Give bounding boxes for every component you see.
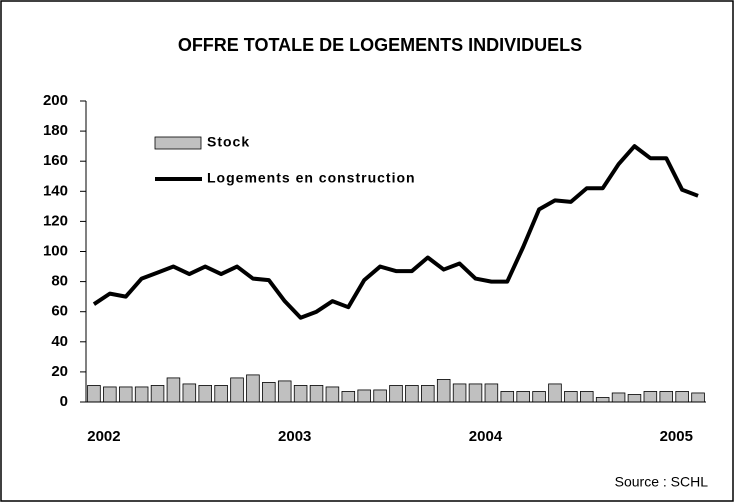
legend-swatch xyxy=(154,136,202,150)
bar xyxy=(611,392,626,403)
bar xyxy=(230,377,244,403)
source: Source : SCHL xyxy=(615,474,709,490)
bar xyxy=(262,382,276,403)
bar xyxy=(214,385,228,403)
bar xyxy=(103,386,117,403)
y-tick-label: 140 xyxy=(43,182,68,199)
y-tick-label: 200 xyxy=(43,92,68,109)
y-tick-label: 40 xyxy=(51,333,68,350)
bar xyxy=(548,383,562,403)
y-tick-label: 20 xyxy=(51,363,68,380)
x-tick-label: 2005 xyxy=(660,428,693,445)
legend-label: Stock xyxy=(207,134,250,150)
bar xyxy=(357,389,371,403)
bar xyxy=(516,391,530,403)
bar xyxy=(118,386,133,403)
bar xyxy=(452,383,467,403)
y-tick-label: 60 xyxy=(51,303,68,320)
x-tick-label: 2003 xyxy=(278,428,311,445)
bar xyxy=(564,391,578,403)
bar xyxy=(643,391,658,403)
y-tick-label: 120 xyxy=(43,212,68,229)
bar xyxy=(675,391,689,403)
bar xyxy=(500,391,515,403)
bar xyxy=(166,377,181,403)
bar xyxy=(198,385,212,403)
y-tick-label: 100 xyxy=(43,242,68,259)
bar xyxy=(532,391,546,403)
y-tick-label: 0 xyxy=(60,393,68,410)
bar xyxy=(436,379,451,403)
bar xyxy=(246,374,260,403)
bar xyxy=(182,383,197,403)
bar xyxy=(341,391,356,403)
bar xyxy=(277,380,292,403)
bar xyxy=(134,386,149,403)
bar xyxy=(405,385,419,403)
bar xyxy=(325,386,340,403)
bar xyxy=(468,383,483,403)
bar xyxy=(691,392,705,403)
bar xyxy=(580,391,594,403)
x-tick-label: 2002 xyxy=(87,428,120,445)
bar xyxy=(87,385,101,403)
bar xyxy=(421,385,435,403)
bar xyxy=(484,383,499,403)
bar xyxy=(627,394,642,403)
bar xyxy=(150,385,165,403)
bar xyxy=(373,389,387,403)
bar xyxy=(309,385,324,403)
line xyxy=(92,144,699,320)
y-tick-label: 180 xyxy=(43,122,68,139)
chart-title: OFFRE TOTALE DE LOGEMENTS INDIVIDUELS xyxy=(178,35,582,55)
bar xyxy=(659,391,674,403)
bar xyxy=(389,385,403,403)
y-tick-label: 80 xyxy=(51,273,68,290)
y-tick-label: 160 xyxy=(43,152,68,169)
bar xyxy=(293,385,308,403)
legend-label: Logements en construction xyxy=(207,170,416,186)
x-tick-label: 2004 xyxy=(469,428,503,445)
bar xyxy=(595,397,610,403)
